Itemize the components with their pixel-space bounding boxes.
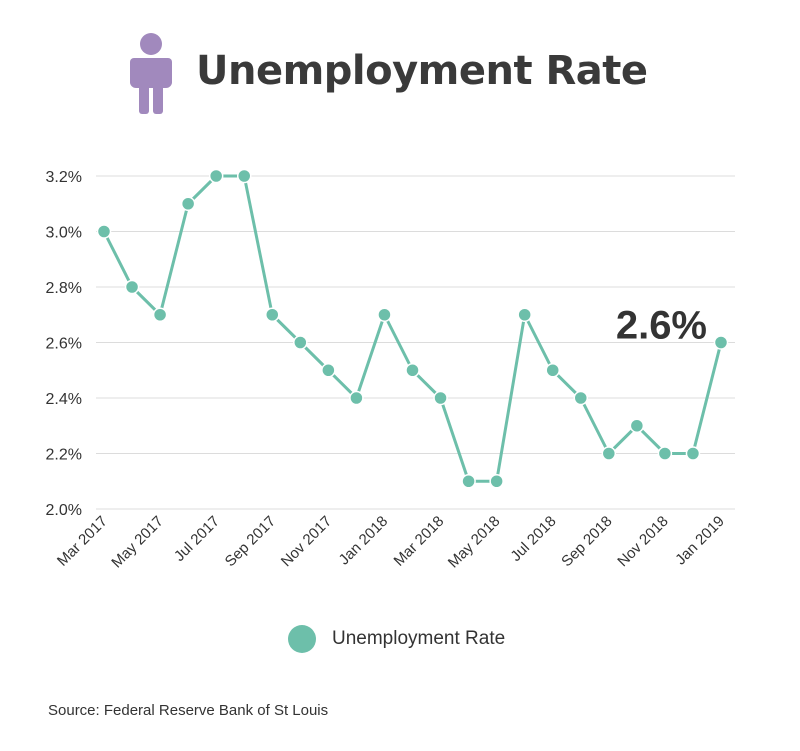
data-point [96, 224, 112, 239]
data-point [433, 390, 448, 406]
y-tick-label: 2.0% [46, 502, 82, 519]
x-tick-label: Mar 2017 [54, 513, 111, 570]
y-tick-label: 2.6% [46, 336, 82, 353]
data-point [180, 196, 196, 211]
data-point [265, 307, 280, 322]
data-point [152, 307, 168, 322]
x-tick-label: Mar 2018 [391, 513, 448, 570]
x-tick-label: May 2018 [445, 513, 504, 572]
data-point [545, 363, 560, 378]
x-tick-label: Jul 2018 [507, 513, 559, 565]
data-point [124, 279, 140, 295]
data-point [405, 363, 420, 378]
value-annotation: 2.6% [616, 304, 707, 348]
x-tick-label: Jul 2017 [171, 513, 223, 565]
x-tick-label: Jan 2019 [672, 513, 728, 569]
person-icon [130, 33, 172, 114]
data-point [573, 390, 589, 406]
data-point [601, 446, 617, 461]
y-tick-label: 2.4% [46, 391, 82, 408]
y-tick-label: 2.8% [46, 280, 82, 297]
chart-header [125, 28, 177, 118]
chart-title: Unemployment Rate [196, 48, 648, 94]
data-point [321, 363, 336, 378]
x-tick-label: Nov 2017 [278, 513, 335, 570]
y-tick-label: 2.2% [46, 447, 82, 464]
y-tick-label: 3.0% [46, 225, 82, 242]
data-point [208, 168, 224, 184]
data-point [377, 307, 392, 322]
legend: Unemployment Rate [288, 625, 505, 653]
data-point [489, 474, 504, 489]
data-point [713, 335, 729, 350]
source-note: Source: Federal Reserve Bank of St Louis [48, 702, 329, 719]
legend-label: Unemployment Rate [332, 628, 506, 649]
y-tick-label: 3.2% [46, 169, 82, 186]
data-point [461, 474, 476, 489]
data-point [293, 335, 308, 350]
x-tick-label: Nov 2018 [614, 513, 671, 570]
data-point [629, 418, 645, 433]
data-point [517, 307, 532, 322]
data-point [685, 446, 701, 461]
data-point [236, 168, 252, 184]
x-tick-label: Sep 2017 [222, 513, 279, 570]
data-point [349, 390, 364, 406]
x-tick-label: Sep 2018 [558, 513, 615, 570]
legend-marker [288, 625, 316, 653]
x-tick-label: May 2017 [108, 513, 167, 572]
line-chart: 2.0%2.2%2.4%2.6%2.8%3.0%3.2% Mar 2017May… [46, 168, 735, 572]
x-tick-label: Jan 2018 [336, 513, 392, 569]
data-point [657, 446, 673, 461]
